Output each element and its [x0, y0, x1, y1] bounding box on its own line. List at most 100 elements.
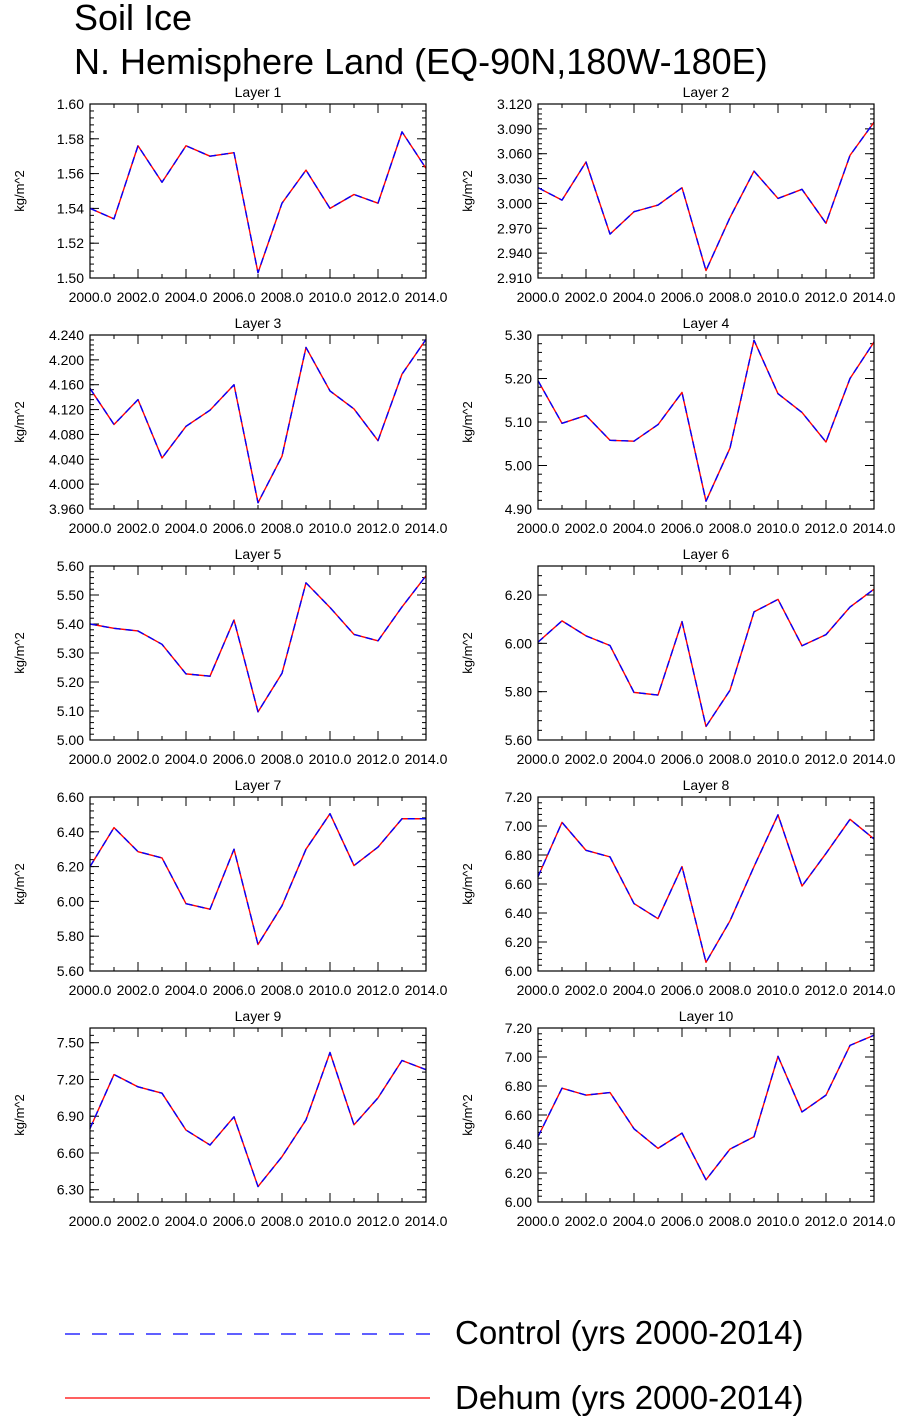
- y-axis-label: kg/m^2: [12, 632, 27, 674]
- x-tick-label: 2008.0: [261, 982, 304, 998]
- x-tick-label: 2000.0: [517, 751, 560, 767]
- plot-frame: [89, 103, 427, 279]
- y-tick-label: 6.00: [57, 893, 84, 909]
- x-tick-label: 2010.0: [757, 1213, 800, 1229]
- x-tick-label: 2010.0: [757, 751, 800, 767]
- x-tick-label: 2010.0: [309, 751, 352, 767]
- chart-panel: Layer 6 kg/m^2 2000.0 2002.0 2004.0 2006.0 200…: [460, 546, 896, 767]
- x-tick-label: 2010.0: [309, 982, 352, 998]
- x-tick-label: 2004.0: [613, 520, 656, 536]
- plot-frame: [537, 796, 875, 972]
- chart-panel: Layer 10 kg/m^2 2000.0 2002.0 2004.0 2006.0 20…: [460, 1008, 896, 1229]
- y-tick-label: 6.30: [57, 1182, 84, 1198]
- x-tick-label: 2006.0: [661, 289, 704, 305]
- y-tick-label: 7.00: [505, 1049, 532, 1065]
- x-tick-label: 2010.0: [309, 289, 352, 305]
- dehum-series-line: [537, 1034, 875, 1181]
- x-tick-label: 2004.0: [613, 1213, 656, 1229]
- x-tick-label: 2002.0: [565, 751, 608, 767]
- control-series-line: [89, 131, 427, 274]
- control-series-line: [89, 338, 427, 504]
- y-tick-label: 5.60: [57, 963, 84, 979]
- y-tick-label: 3.120: [497, 96, 532, 112]
- chart-title: Layer 6: [683, 546, 730, 562]
- dehum-series-line: [89, 1051, 427, 1188]
- x-tick-label: 2012.0: [805, 1213, 848, 1229]
- y-tick-label: 5.80: [57, 928, 84, 944]
- y-tick-label: 5.20: [57, 674, 84, 690]
- y-tick-label: 6.40: [505, 1136, 532, 1152]
- y-tick-label: 6.20: [505, 934, 532, 950]
- chart-title: Layer 5: [235, 546, 282, 562]
- x-tick-label: 2002.0: [565, 1213, 608, 1229]
- y-tick-label: 5.40: [57, 616, 84, 632]
- x-tick-label: 2006.0: [213, 982, 256, 998]
- y-axis-label: kg/m^2: [12, 401, 27, 443]
- y-tick-label: 4.080: [49, 426, 84, 442]
- y-tick-label: 6.20: [505, 587, 532, 603]
- x-tick-label: 2006.0: [661, 520, 704, 536]
- y-tick-label: 4.160: [49, 377, 84, 393]
- y-tick-label: 2.910: [497, 270, 532, 286]
- y-tick-label: 4.120: [49, 402, 84, 418]
- x-tick-label: 2000.0: [69, 982, 112, 998]
- y-tick-label: 6.60: [505, 1107, 532, 1123]
- y-tick-label: 5.00: [505, 458, 532, 474]
- y-tick-label: 6.90: [57, 1108, 84, 1124]
- x-tick-label: 2012.0: [357, 982, 400, 998]
- y-tick-label: 6.20: [505, 1165, 532, 1181]
- plot-frame: [89, 565, 427, 741]
- x-tick-label: 2014.0: [405, 751, 448, 767]
- y-tick-label: 6.60: [57, 789, 84, 805]
- plot-frame: [537, 1027, 875, 1203]
- y-tick-label: 6.20: [57, 859, 84, 875]
- y-tick-label: 5.00: [57, 732, 84, 748]
- chart-title: Layer 10: [679, 1008, 734, 1024]
- x-tick-label: 2004.0: [613, 289, 656, 305]
- y-tick-label: 5.30: [505, 327, 532, 343]
- x-tick-label: 2014.0: [405, 289, 448, 305]
- x-tick-label: 2014.0: [405, 520, 448, 536]
- y-tick-label: 5.20: [505, 371, 532, 387]
- control-series-line: [537, 339, 875, 502]
- x-tick-label: 2000.0: [517, 982, 560, 998]
- chart-panel: Layer 8 kg/m^2 2000.0 2002.0 2004.0 2006.0 200…: [460, 777, 896, 998]
- x-tick-label: 2000.0: [517, 1213, 560, 1229]
- control-series-line: [537, 121, 875, 272]
- x-tick-label: 2010.0: [309, 1213, 352, 1229]
- chart-panel: Layer 5 kg/m^2 2000.0 2002.0 2004.0 2006.0 200…: [12, 546, 448, 767]
- y-tick-label: 6.80: [505, 1078, 532, 1094]
- y-tick-label: 1.50: [57, 270, 84, 286]
- chart-panel: Layer 4 kg/m^2 2000.0 2002.0 2004.0 2006.0 200…: [460, 315, 896, 536]
- dehum-series-line: [89, 813, 426, 946]
- chart-title: Layer 2: [683, 84, 730, 100]
- y-tick-label: 5.10: [57, 703, 84, 719]
- y-tick-label: 6.00: [505, 1194, 532, 1210]
- dehum-series-line: [537, 121, 875, 272]
- y-tick-label: 4.000: [49, 476, 84, 492]
- chart-title: Layer 8: [683, 777, 730, 793]
- y-tick-label: 6.60: [57, 1145, 84, 1161]
- y-axis-label: kg/m^2: [460, 401, 475, 443]
- x-tick-label: 2006.0: [213, 520, 256, 536]
- y-axis-label: kg/m^2: [460, 1094, 475, 1136]
- x-tick-label: 2006.0: [213, 751, 256, 767]
- y-tick-label: 5.10: [505, 414, 532, 430]
- x-tick-label: 2002.0: [117, 751, 160, 767]
- y-tick-label: 3.000: [497, 195, 532, 211]
- y-axis-label: kg/m^2: [460, 170, 475, 212]
- x-tick-label: 2010.0: [757, 289, 800, 305]
- x-tick-label: 2002.0: [117, 289, 160, 305]
- control-series-line: [89, 813, 426, 946]
- chart-panel: Layer 7 kg/m^2 2000.0 2002.0 2004.0 2006.0 200…: [12, 777, 448, 998]
- y-tick-label: 3.030: [497, 171, 532, 187]
- y-tick-label: 2.970: [497, 220, 532, 236]
- x-tick-label: 2014.0: [405, 982, 448, 998]
- chart-panel: Layer 9 kg/m^2 2000.0 2002.0 2004.0 2006.0 200…: [12, 1008, 448, 1229]
- y-axis-label: kg/m^2: [12, 1094, 27, 1136]
- chart-title: Layer 7: [235, 777, 282, 793]
- control-series-line: [89, 1051, 427, 1188]
- dehum-series-line: [537, 588, 875, 728]
- x-tick-label: 2008.0: [261, 1213, 304, 1229]
- plot-frame: [89, 334, 427, 510]
